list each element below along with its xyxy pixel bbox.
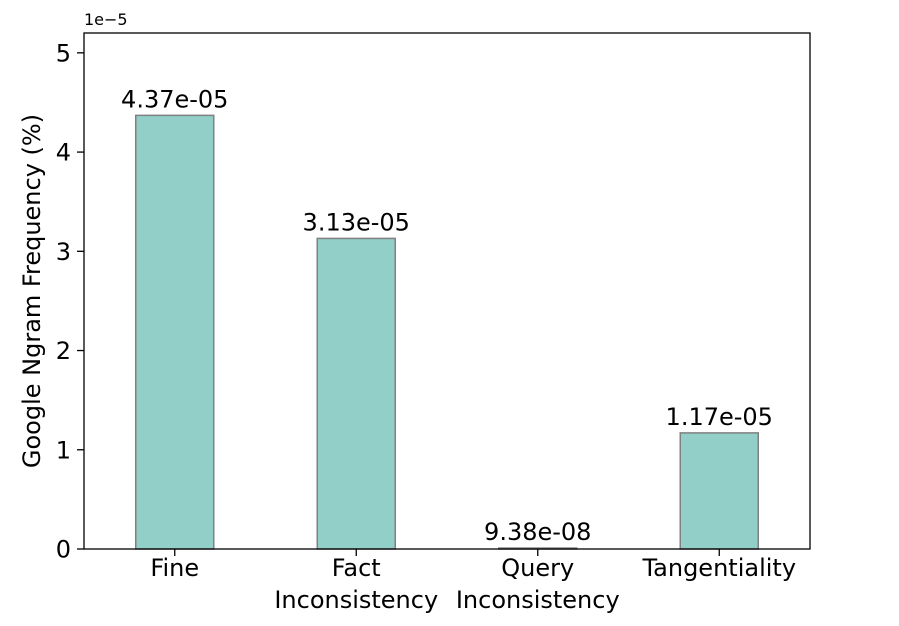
x-tick-label: Inconsistency [274,586,438,614]
x-tick-label: Inconsistency [456,586,620,614]
y-axis-title: Google Ngram Frequency (%) [18,114,46,468]
data-labels: 4.37e-05 3.13e-05 9.38e-08 1.17e-05 [121,85,773,546]
x-tick-label: Tangentiality [641,554,796,582]
y-axis-offset-label: 1e−5 [84,10,128,29]
bar [316,237,396,550]
bar [679,432,759,550]
bar-value-label: 3.13e-05 [303,208,410,236]
x-tick-label: Query [501,554,574,582]
bars [135,114,759,550]
bar-value-label: 9.38e-08 [484,518,591,546]
x-tick-label: Fine [150,554,199,582]
y-tick-label: 4 [56,139,71,167]
bar-value-label: 1.17e-05 [666,403,773,431]
y-tick-label: 3 [56,238,71,266]
y-axis-ticks: 0 1 2 3 4 5 [56,39,84,564]
y-tick-label: 2 [56,337,71,365]
bar-value-label: 4.37e-05 [121,85,228,113]
bar [135,114,215,550]
x-axis-ticks: Fine Fact Inconsistency Query Inconsistency T… [150,549,796,614]
y-tick-label: 5 [56,39,71,67]
y-tick-label: 1 [56,436,71,464]
y-tick-label: 0 [56,536,71,564]
plot-frame [83,32,811,550]
x-tick-label: Fact [332,554,381,582]
